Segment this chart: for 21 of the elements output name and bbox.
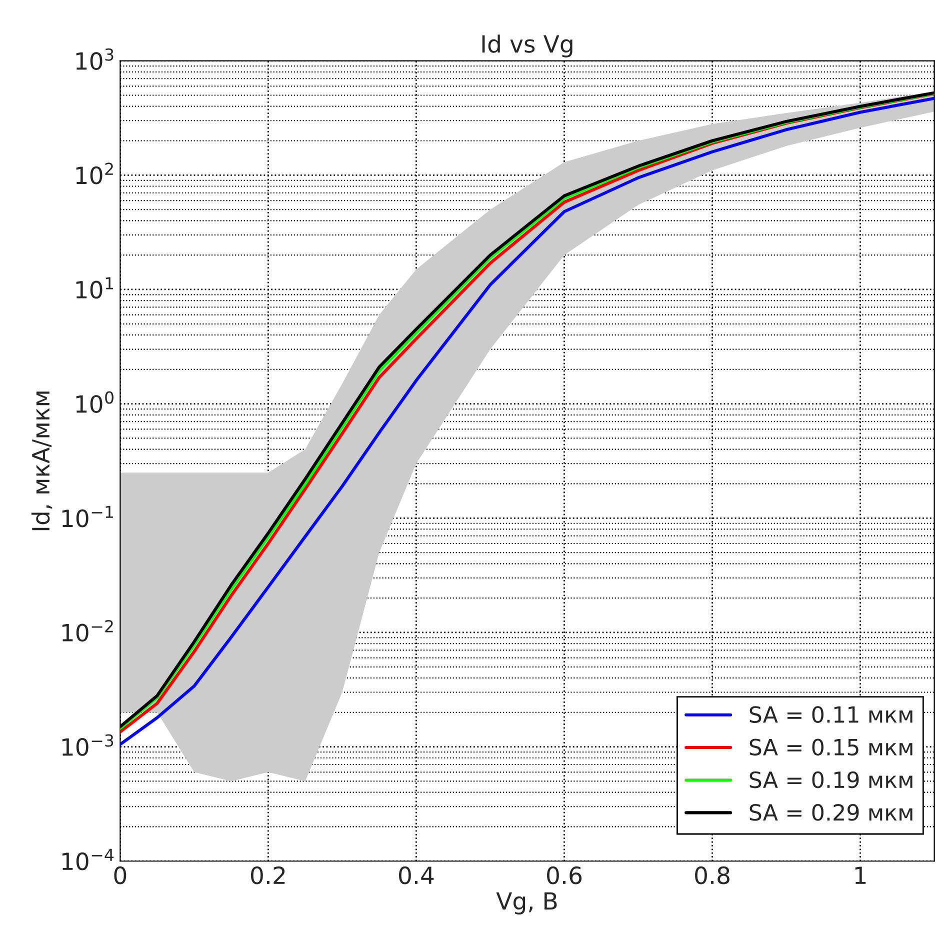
y-tick-label: 10$^{3}$ (76, 48, 114, 70)
x-tick-label: 0 (114, 866, 126, 884)
chart-title: Id vs Vg (482, 34, 572, 58)
y-tick-label: 10$^{−1}$ (62, 506, 113, 528)
x-tick-label: 0.6 (547, 866, 582, 884)
legend-label: SA = 0.11 мкм (750, 706, 912, 723)
y-tick-label: 10$^{−2}$ (62, 620, 113, 642)
x-tick-label: 0.8 (695, 866, 730, 884)
y-tick-label: 10$^{2}$ (76, 162, 113, 184)
legend-label: SA = 0.19 мкм (750, 771, 912, 788)
y-tick-label: 10$^{1}$ (76, 277, 114, 299)
y-tick-label: 10$^{−3}$ (62, 734, 114, 756)
x-tick-label: 0.4 (399, 866, 434, 884)
x-tick-label: 0.2 (250, 866, 285, 884)
y-tick-label: 10$^{0}$ (76, 391, 114, 413)
legend-label: SA = 0.15 мкм (750, 738, 912, 756)
x-tick-label: 1 (855, 866, 866, 884)
x-axis-title: Vg, В (496, 892, 557, 914)
y-axis-title: Id, мкА/мкм (31, 392, 52, 530)
legend-label: SA = 0.29 мкм (750, 804, 912, 821)
y-tick-label: 10$^{−4}$ (62, 848, 114, 870)
